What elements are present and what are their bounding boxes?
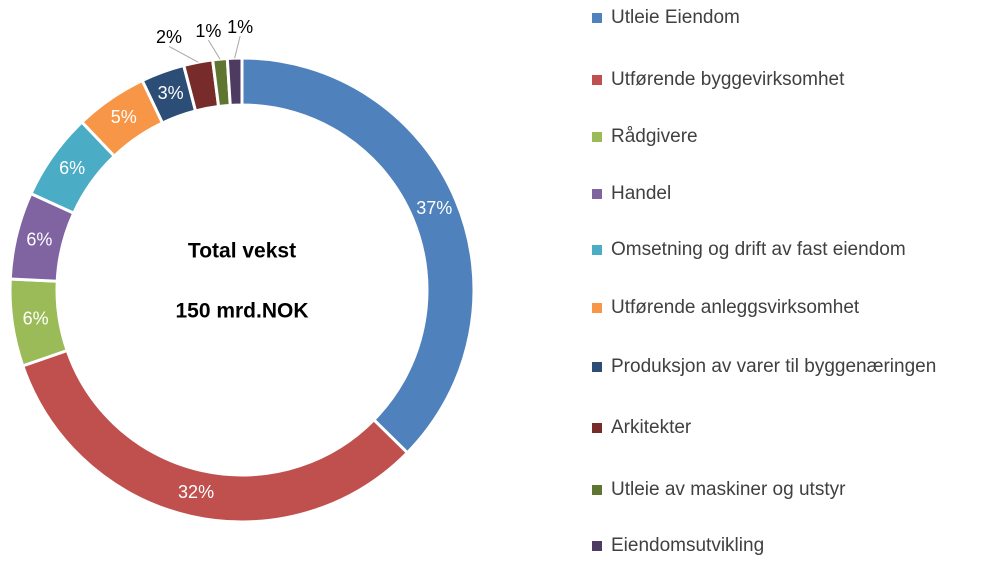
legend-label: Arkitekter <box>611 417 692 438</box>
data-label: 6% <box>23 308 49 328</box>
data-label: 3% <box>158 83 184 103</box>
legend-entry: Eiendomsutvikling <box>592 531 964 561</box>
legend-entry: Omsetning og drift av fast eiendom <box>592 235 964 265</box>
legend-swatch <box>592 245 602 255</box>
legend-label: Eiendomsutvikling <box>611 535 765 556</box>
chart: Total vekst 150 mrd.NOK 37% 32% 6% 6% 6% 5% 3%… <box>8 17 476 524</box>
legend-label: Omsetning og drift av fast eiendom <box>611 239 906 260</box>
legend-swatch <box>592 485 602 495</box>
legend-swatch <box>592 132 602 142</box>
legend-entry: Handel <box>592 179 964 209</box>
legend-entry: Rådgivere <box>592 122 964 152</box>
legend-entry: Utførende anleggsvirksomhet <box>592 293 964 323</box>
legend-swatch <box>592 423 602 433</box>
legend-swatch <box>592 541 602 551</box>
legend-label: Utførende anleggsvirksomhet <box>611 297 860 318</box>
leader-line <box>207 39 221 60</box>
data-label: 37% <box>416 198 452 218</box>
legend-label: Utleie Eiendom <box>611 7 740 28</box>
data-label: 1% <box>195 21 221 41</box>
center-title: Total vekst <box>188 240 296 263</box>
legend-label: Handel <box>611 183 672 204</box>
donut-slice <box>20 348 410 524</box>
legend-swatch <box>592 189 602 199</box>
legend-label: Utleie av maskiner og utstyr <box>611 479 846 500</box>
data-label: 2% <box>156 27 182 47</box>
legend-label: Rådgivere <box>611 126 698 147</box>
data-label: 1% <box>227 17 253 37</box>
leader-line <box>234 36 241 59</box>
legend-label: Utførende byggevirksomhet <box>611 69 845 90</box>
leader-line <box>168 46 199 63</box>
legend-entry: Utleie Eiendom <box>592 3 964 33</box>
data-label: 32% <box>178 482 214 502</box>
legend-entry: Utførende byggevirksomhet <box>592 65 964 95</box>
data-label: 6% <box>59 158 85 178</box>
legend-entry: Produksjon av varer til byggenæringen <box>592 352 964 382</box>
legend-swatch <box>592 75 602 85</box>
legend-swatch <box>592 362 602 372</box>
legend-label: Produksjon av varer til byggenæringen <box>611 356 937 377</box>
legend-swatch <box>592 13 602 23</box>
data-label: 5% <box>111 107 137 127</box>
legend-entry: Arkitekter <box>592 413 964 443</box>
legend-swatch <box>592 303 602 313</box>
donut-slice <box>225 56 244 107</box>
center-value: 150 mrd.NOK <box>175 300 308 323</box>
data-label: 6% <box>26 230 52 250</box>
legend-entry: Utleie av maskiner og utstyr <box>592 475 964 505</box>
